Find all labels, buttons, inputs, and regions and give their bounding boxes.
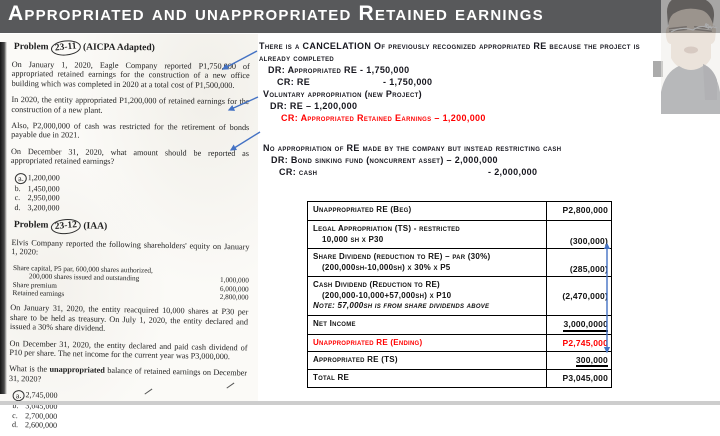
problem-paragraph: Elvis Company reported the following sha… (11, 238, 250, 258)
choice-d: d. 3,200,000 (14, 202, 60, 213)
choices-list: a. 2,745,000 b. 3,045,000 c. 2,700,000 d… (12, 389, 247, 434)
webcam-edge-artifact (653, 61, 663, 77)
problem-23-11-heading: Problem 23-11 (AICPA Adapted) (14, 39, 250, 57)
table-row-total: Total RE P3,045,000 (308, 369, 611, 387)
journal-entry-cr-appropriated-re: CR: Appropriated Retained Earnings – 1,2… (281, 113, 486, 123)
problem-paragraph: Also, P2,000,000 of cash was restricted … (11, 121, 250, 141)
problem-question: On December 31, 2020, what amount should… (10, 146, 250, 167)
journal-entry-dr-bond-sinking-fund: DR: Bond sinking fund (noncurrent asset)… (271, 155, 498, 165)
table-row: Share Dividend (reduction to RE) – par (… (308, 248, 611, 276)
page-title: Appropriated and unappropriated Retained… (8, 2, 544, 25)
table-row-unappropriated-ending: Unappropriated RE (Ending) P2,745,000 (308, 333, 611, 351)
problem-question: What is the unappropriated balance of re… (8, 364, 248, 384)
lecture-notes: There is a CANCELATION Of previously rec… (258, 40, 720, 178)
textbook-scan: Problem 23-11 (AICPA Adapted) On January… (0, 34, 258, 430)
problem-paragraph: On December 31, 2020, the entity declare… (9, 338, 248, 362)
problem-paragraph: On January 1, 2020, Eagle Company report… (11, 59, 250, 90)
note-cancelation-title-2: already completed (259, 53, 335, 63)
answer-circle-mark: 23-12 (50, 217, 82, 236)
journal-entry-cr-cash: CR: cash - 2,000,000 (279, 167, 538, 177)
bottom-strip (0, 401, 720, 405)
equity-schedule: Share capital, P5 par, 600,000 shares au… (12, 264, 249, 302)
table-row: Unappropriated RE (Beg) P2,800,000 (308, 202, 611, 220)
answer-circle-mark: a. (14, 172, 28, 185)
journal-entry-dr-appropriated-re: DR: Appropriated RE - 1,750,000 (268, 65, 410, 75)
note-cancelation-title: There is a CANCELATION Of previously rec… (259, 41, 640, 51)
journal-entry-dr-re: DR: RE – 1,200,000 (270, 101, 358, 111)
problem-23-11-block: Problem 23-11 (AICPA Adapted) On January… (10, 39, 250, 215)
table-row: Legal Appropriation (TS) - restricted 10,… (308, 220, 611, 248)
problem-23-12-heading: Problem 23-12 (IAA) (14, 217, 250, 238)
note-voluntary-appropriation-title: Voluntary appropriation (new Project) (263, 89, 423, 99)
presenter-silhouette (661, 0, 720, 114)
choices-list: a. 1,200,000 b. 1,450,000 c. 2,950,000 d… (14, 172, 248, 215)
problem-paragraph: On January 31, 2020, the entity reacquir… (9, 303, 249, 334)
table-row: Net Income 3,000,0000 (308, 315, 611, 334)
title-bar: Appropriated and unappropriated Retained… (0, 0, 720, 33)
table-row: Appropriated RE (TS) 300,000 (308, 350, 611, 369)
table-row: Cash Dividend (Reduction to RE) (200,000-… (308, 276, 611, 315)
journal-entry-cr-re: CR: RE - 1,750,000 (277, 77, 433, 87)
book-spine-shadow (0, 42, 7, 394)
retained-earnings-table: Unappropriated RE (Beg) P2,800,000 Legal… (307, 201, 612, 388)
note-restricting-cash-title: No appropriation of RE made by the compa… (263, 143, 562, 153)
webcam-overlay (661, 0, 720, 114)
problem-paragraph: In 2020, the entity appropriated P1,200,… (11, 95, 250, 115)
answer-circle-mark: 23-11 (50, 39, 82, 57)
